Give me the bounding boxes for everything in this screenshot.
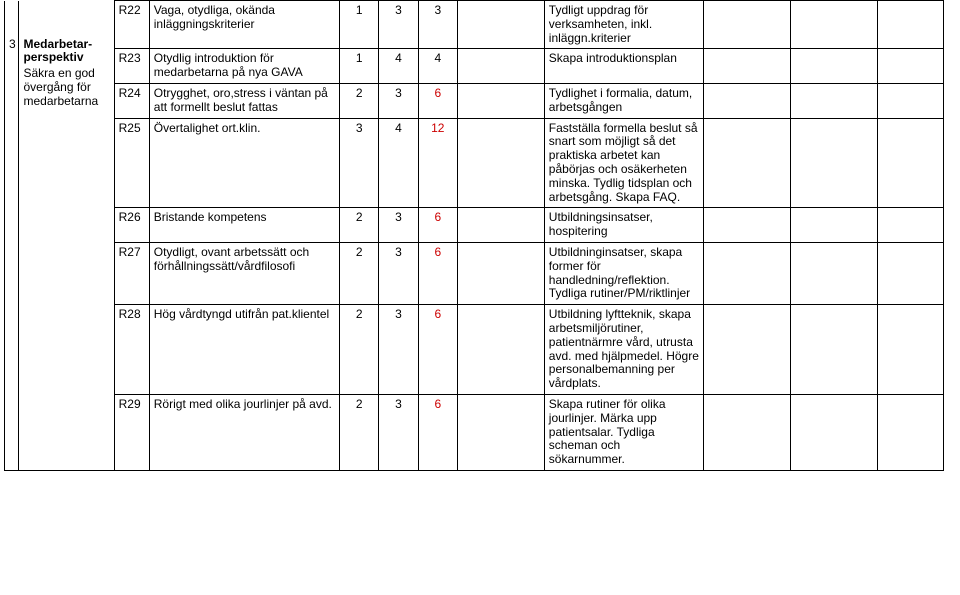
table-row: R27 Otydligt, ovant arbetssätt och förhå… <box>5 242 944 304</box>
group-number-text: 3 <box>9 37 16 51</box>
score-rv: 6 <box>418 83 457 118</box>
risk-text: Otydligt, ovant arbetssätt och förhållni… <box>149 242 339 304</box>
score-rv: 6 <box>418 208 457 243</box>
empty-cell <box>877 394 943 470</box>
score-k: 3 <box>379 1 418 49</box>
score-k: 4 <box>379 49 418 84</box>
empty-cell <box>790 83 877 118</box>
group-goal: Säkra en god övergång för medarbetarna <box>23 67 109 108</box>
action-text: Utbildningsinsatser, hospitering <box>544 208 703 243</box>
empty-cell <box>790 305 877 395</box>
risk-text: Otydlig introduktion för medarbetarna på… <box>149 49 339 84</box>
empty-cell <box>704 305 791 395</box>
score-s: 1 <box>340 49 379 84</box>
score-rv: 6 <box>418 394 457 470</box>
score-s: 2 <box>340 305 379 395</box>
score-s: 2 <box>340 83 379 118</box>
action-text: Utbildninginsatser, skapa former för han… <box>544 242 703 304</box>
score-rv: 4 <box>418 49 457 84</box>
score-s: 3 <box>340 118 379 208</box>
risk-id: R28 <box>114 305 149 395</box>
score-k: 4 <box>379 118 418 208</box>
empty-cell <box>877 208 943 243</box>
empty-cell <box>877 118 943 208</box>
empty-cell <box>877 83 943 118</box>
risk-id: R26 <box>114 208 149 243</box>
score-s: 2 <box>340 394 379 470</box>
empty-cell <box>457 394 544 470</box>
score-k: 3 <box>379 242 418 304</box>
table-row: R24 Otrygghet, oro,stress i väntan på at… <box>5 83 944 118</box>
empty-cell <box>790 118 877 208</box>
risk-text: Vaga, otydliga, okända inläggningskriter… <box>149 1 339 49</box>
risk-text: Hög vårdtyngd utifrån pat.klientel <box>149 305 339 395</box>
empty-cell <box>790 49 877 84</box>
empty-cell <box>704 242 791 304</box>
empty-cell <box>790 208 877 243</box>
table-row: R23 Otydlig introduktion för medarbetarn… <box>5 49 944 84</box>
empty-cell <box>790 394 877 470</box>
action-text: Skapa rutiner för olika jourlinjer. Märk… <box>544 394 703 470</box>
empty-cell <box>457 1 544 49</box>
group-number: 3 <box>5 1 19 471</box>
group-cell: Medarbetar- perspektiv Säkra en god över… <box>19 1 114 471</box>
empty-cell <box>457 83 544 118</box>
empty-cell <box>704 208 791 243</box>
score-rv: 12 <box>418 118 457 208</box>
score-k: 3 <box>379 208 418 243</box>
action-text: Utbildning lyftteknik, skapa arbetsmiljö… <box>544 305 703 395</box>
action-text: Skapa introduktionsplan <box>544 49 703 84</box>
score-s: 1 <box>340 1 379 49</box>
action-text: Tydligt uppdrag för verksamheten, inkl. … <box>544 1 703 49</box>
risk-id: R27 <box>114 242 149 304</box>
empty-cell <box>704 49 791 84</box>
table-row: R25 Övertalighet ort.klin. 3 4 12 Fastst… <box>5 118 944 208</box>
risk-id: R23 <box>114 49 149 84</box>
action-text: Tydlighet i formalia, datum, arbetsgånge… <box>544 83 703 118</box>
empty-cell <box>457 208 544 243</box>
risk-id: R24 <box>114 83 149 118</box>
risk-text: Bristande kompetens <box>149 208 339 243</box>
empty-cell <box>790 242 877 304</box>
empty-cell <box>457 305 544 395</box>
score-rv: 3 <box>418 1 457 49</box>
empty-cell <box>457 118 544 208</box>
risk-text: Otrygghet, oro,stress i väntan på att fo… <box>149 83 339 118</box>
empty-cell <box>704 118 791 208</box>
risk-id: R22 <box>114 1 149 49</box>
score-s: 2 <box>340 242 379 304</box>
empty-cell <box>877 242 943 304</box>
empty-cell <box>704 83 791 118</box>
risk-text: Övertalighet ort.klin. <box>149 118 339 208</box>
score-s: 2 <box>340 208 379 243</box>
score-rv: 6 <box>418 242 457 304</box>
empty-cell <box>877 49 943 84</box>
group-perspective: Medarbetar- perspektiv <box>23 38 109 66</box>
empty-cell <box>704 394 791 470</box>
score-k: 3 <box>379 394 418 470</box>
action-text: Fastställa formella beslut så snart som … <box>544 118 703 208</box>
empty-cell <box>704 1 791 49</box>
risk-text: Rörigt med olika jourlinjer på avd. <box>149 394 339 470</box>
risk-table: 3 Medarbetar- perspektiv Säkra en god öv… <box>4 0 944 471</box>
risk-id: R29 <box>114 394 149 470</box>
empty-cell <box>877 1 943 49</box>
table-row: R29 Rörigt med olika jourlinjer på avd. … <box>5 394 944 470</box>
empty-cell <box>790 1 877 49</box>
empty-cell <box>457 242 544 304</box>
score-rv: 6 <box>418 305 457 395</box>
table-row: R26 Bristande kompetens 2 3 6 Utbildning… <box>5 208 944 243</box>
score-k: 3 <box>379 305 418 395</box>
table-row: R28 Hög vårdtyngd utifrån pat.klientel 2… <box>5 305 944 395</box>
risk-id: R25 <box>114 118 149 208</box>
table-row: 3 Medarbetar- perspektiv Säkra en god öv… <box>5 1 944 49</box>
score-k: 3 <box>379 83 418 118</box>
empty-cell <box>457 49 544 84</box>
empty-cell <box>877 305 943 395</box>
